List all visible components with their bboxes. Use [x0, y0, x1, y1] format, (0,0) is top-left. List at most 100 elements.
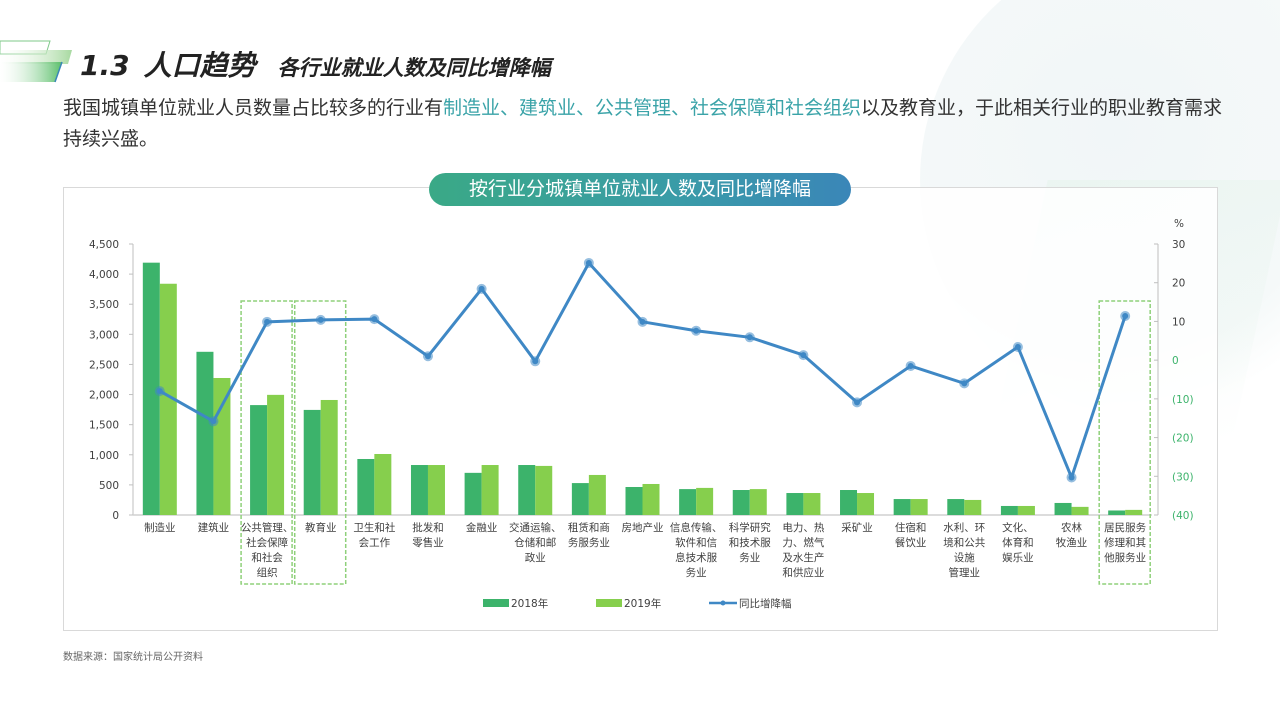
category-label: 设施: [954, 551, 975, 564]
category-label: 科学研究: [729, 521, 771, 534]
legend-label-2019: 2019年: [624, 597, 661, 610]
category-label: 居民服务: [1104, 521, 1146, 534]
bar-2019: [910, 499, 928, 515]
category-label: 及水生产: [782, 551, 824, 564]
category-label: 教育业: [305, 521, 337, 534]
bar-2019: [481, 465, 499, 515]
category-label: 软件和信: [675, 536, 717, 549]
bar-2019: [696, 487, 714, 515]
category-label: 和技术服: [729, 536, 771, 549]
bar-2019: [1017, 505, 1035, 515]
category-label: 境和公共: [943, 536, 985, 549]
intro-text-after: 以及教育业，于此相关行业的职业教育需求持续兴盛。: [63, 97, 1223, 150]
category-label: 管理业: [949, 566, 981, 579]
category-label: 房地产业: [622, 521, 664, 534]
header-stripes-decoration: [0, 40, 72, 83]
growth-rate-marker: [639, 318, 646, 325]
bar-2019: [642, 483, 660, 515]
bar-2019: [535, 465, 553, 515]
legend-label-2018: 2018年: [511, 597, 548, 610]
category-label: 务业: [739, 551, 760, 564]
category-label: 餐饮业: [895, 536, 927, 549]
bar-2018: [1054, 502, 1072, 515]
growth-rate-marker: [800, 352, 807, 359]
right-axis-tick-label: (40): [1172, 510, 1194, 522]
growth-rate-marker: [478, 285, 485, 292]
intro-text-before: 我国城镇单位就业人员数量占比较多的行业有: [63, 97, 444, 119]
right-axis-tick-label: 0: [1172, 355, 1179, 367]
section-title: 人口趋势: [143, 49, 256, 82]
category-label: 仓储和邮: [514, 536, 556, 549]
category-label: 会工作: [359, 536, 391, 549]
category-label: 力、燃气: [782, 536, 824, 549]
category-label: 公共管理、: [241, 521, 294, 534]
bar-2019: [1125, 509, 1143, 515]
bar-2018: [1108, 510, 1126, 515]
category-label: 租赁和商: [568, 521, 610, 534]
bar-2019: [267, 394, 285, 515]
left-axis-tick-label: 4,000: [89, 269, 119, 281]
growth-rate-marker: [1014, 343, 1021, 350]
left-axis-tick-label: 2,000: [89, 390, 119, 402]
growth-rate-marker: [585, 259, 592, 266]
growth-rate-marker: [1122, 313, 1129, 320]
left-axis-tick-label: 4,500: [89, 239, 119, 251]
right-axis-tick-label: (30): [1172, 471, 1194, 483]
category-label: 水利、环: [943, 522, 985, 534]
bar-2018: [840, 490, 858, 515]
category-label: 交通运输、: [509, 521, 562, 534]
growth-rate-marker: [532, 358, 539, 365]
category-label: 他服务业: [1104, 551, 1146, 564]
bar-2019: [320, 399, 338, 515]
category-label: 修理和其: [1104, 536, 1146, 549]
left-axis-tick-label: 500: [99, 480, 119, 492]
legend-label-growth: 同比增降幅: [739, 597, 792, 610]
intro-paragraph: 我国城镇单位就业人员数量占比较多的行业有制造业、建筑业、公共管理、社会保障和社会…: [63, 93, 1223, 155]
intro-highlight: 制造业、建筑业、公共管理、社会保障和社会组织: [443, 97, 862, 119]
data-source-note: 数据来源：国家统计局公开资料: [63, 652, 203, 663]
bar-2018: [571, 483, 589, 515]
category-label: 和社会: [251, 551, 283, 564]
growth-rate-marker: [907, 362, 914, 369]
left-axis-tick-label: 2,500: [89, 359, 119, 371]
bar-2019: [213, 377, 231, 515]
category-label: 电力、热: [782, 521, 824, 534]
bar-2019: [374, 453, 392, 515]
growth-rate-marker: [854, 399, 861, 406]
bar-2019: [1071, 506, 1089, 515]
section-number: 1.3: [80, 49, 130, 82]
bar-2019: [857, 493, 875, 515]
right-axis-unit: %: [1174, 218, 1184, 230]
bar-2018: [464, 472, 482, 515]
right-axis-tick-label: 30: [1172, 239, 1185, 251]
legend-swatch-2018: [483, 599, 509, 607]
page-subtitle: 各行业就业人数及同比增降幅: [277, 56, 551, 80]
growth-rate-marker: [693, 327, 700, 334]
category-label: 住宿和: [895, 521, 927, 534]
bar-2018: [196, 351, 214, 515]
growth-rate-marker: [961, 380, 968, 387]
bar-2018: [625, 486, 643, 515]
growth-rate-marker: [1068, 474, 1075, 481]
category-label: 农林: [1061, 521, 1083, 534]
bar-2018: [410, 465, 428, 515]
category-label: 牧渔业: [1056, 536, 1088, 549]
category-label: 组织: [257, 566, 278, 579]
bar-2019: [803, 493, 821, 515]
bar-2019: [159, 283, 177, 515]
bar-2018: [786, 493, 804, 515]
category-label: 批发和: [412, 521, 444, 534]
right-axis-tick-label: (10): [1172, 394, 1194, 406]
bar-2018: [303, 409, 321, 515]
legend-marker-growth: [720, 600, 726, 606]
bar-2019: [427, 465, 445, 515]
left-axis-tick-label: 1,500: [89, 420, 119, 432]
category-label: 息技术服: [675, 551, 717, 564]
category-label: 体育和: [1002, 536, 1034, 549]
category-label: 制造业: [144, 521, 176, 534]
bar-2018: [679, 489, 697, 515]
category-label: 务业: [686, 566, 707, 579]
category-label: 信息传输、: [670, 521, 723, 534]
right-axis-tick-label: 10: [1172, 316, 1185, 328]
